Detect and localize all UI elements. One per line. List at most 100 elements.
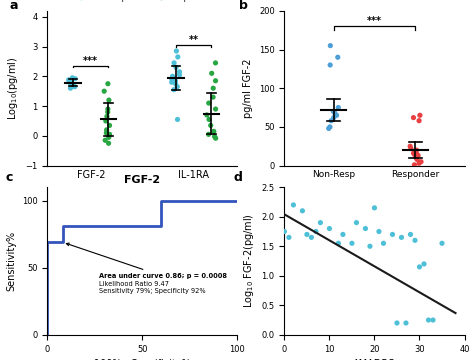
Point [326, 226, 333, 231]
Point [420, 261, 428, 267]
Point [210, 129, 218, 134]
Text: Area under curve 0.86; p = 0.0008: Area under curve 0.86; p = 0.0008 [66, 243, 227, 279]
Point [308, 234, 315, 240]
Point [413, 151, 420, 157]
Point [212, 106, 219, 112]
Point [425, 317, 432, 323]
Point [429, 317, 437, 323]
Point [203, 112, 210, 118]
Point [410, 149, 418, 155]
Point [174, 54, 182, 60]
Point [71, 84, 79, 90]
Point [71, 76, 79, 82]
Point [168, 76, 176, 82]
Point [172, 64, 180, 70]
Point [102, 130, 110, 136]
Point [207, 122, 215, 128]
Point [290, 202, 297, 208]
Point [411, 152, 419, 158]
Point [205, 100, 212, 106]
Text: **: ** [189, 35, 199, 45]
Text: ***: *** [367, 15, 382, 26]
Point [438, 240, 446, 246]
Point [415, 118, 423, 123]
Point [100, 88, 108, 94]
Point [68, 82, 76, 87]
Y-axis label: pg/ml FGF-2: pg/ml FGF-2 [243, 58, 254, 118]
Point [170, 60, 178, 66]
Point [413, 157, 421, 162]
Point [410, 162, 418, 168]
Point [415, 161, 423, 166]
Point [412, 149, 419, 154]
Point [416, 264, 423, 270]
Point [410, 115, 417, 121]
Point [104, 106, 112, 112]
Point [414, 153, 422, 158]
Y-axis label: Sensitivity%: Sensitivity% [6, 231, 17, 291]
Title: FGF-2: FGF-2 [124, 175, 160, 185]
Point [299, 208, 306, 214]
Point [285, 234, 292, 240]
Text: Likelihood Ratio 9.47
Sensitivity 79%; Specificity 92%: Likelihood Ratio 9.47 Sensitivity 79%; S… [99, 281, 205, 294]
Point [176, 69, 183, 75]
Point [104, 109, 111, 115]
Point [102, 118, 109, 124]
Point [105, 140, 112, 146]
Point [69, 83, 76, 89]
Point [325, 126, 332, 131]
Point [317, 220, 324, 225]
Point [65, 77, 73, 83]
Point [416, 112, 424, 118]
Point [106, 122, 113, 128]
Point [174, 117, 182, 122]
Point [398, 234, 405, 240]
Point [353, 220, 360, 225]
Point [170, 75, 177, 81]
Point [281, 229, 288, 234]
Y-axis label: Log$_{10}$(pg/ml): Log$_{10}$(pg/ml) [6, 57, 20, 120]
Point [205, 131, 212, 137]
Text: b: b [239, 0, 248, 12]
Point [327, 43, 334, 49]
Point [389, 231, 396, 237]
Point [65, 79, 73, 85]
Point [211, 134, 219, 139]
Point [339, 231, 346, 237]
Point [371, 205, 378, 211]
Point [407, 146, 415, 152]
Point [212, 60, 219, 66]
Point [330, 115, 337, 121]
Point [348, 240, 356, 246]
Point [101, 138, 109, 143]
Point [212, 135, 219, 141]
Point [212, 78, 219, 84]
Text: ***: *** [83, 55, 98, 66]
Point [393, 320, 401, 326]
Y-axis label: Log$_{10}$ FGF-2(pg/ml): Log$_{10}$ FGF-2(pg/ml) [242, 213, 256, 309]
Point [417, 159, 425, 165]
Point [312, 229, 319, 234]
Point [103, 127, 110, 133]
Point [205, 117, 213, 122]
Point [66, 80, 74, 86]
X-axis label: 100% - Specificity%: 100% - Specificity% [94, 359, 191, 360]
Point [362, 226, 369, 231]
Point [104, 81, 112, 87]
Point [412, 155, 420, 161]
Point [66, 79, 74, 85]
Point [210, 85, 217, 91]
Point [105, 97, 113, 103]
Point [329, 109, 337, 114]
Point [335, 105, 342, 111]
Point [173, 48, 180, 54]
Point [208, 71, 216, 76]
Point [328, 118, 335, 123]
Point [402, 320, 410, 326]
Point [326, 124, 334, 130]
Point [105, 134, 112, 140]
Point [410, 150, 417, 156]
Point [380, 240, 387, 246]
Point [169, 73, 176, 79]
Point [172, 81, 179, 87]
